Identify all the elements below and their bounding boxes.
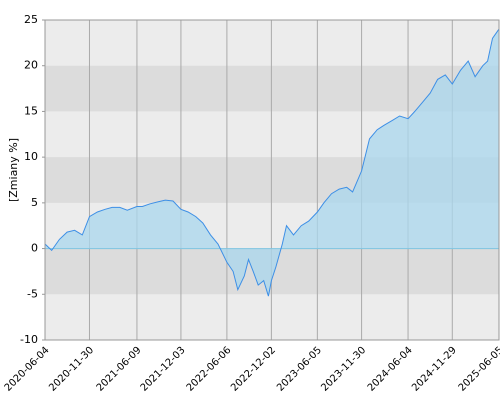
y-tick-label: 15 bbox=[24, 104, 38, 117]
x-tick-label: 2021-12-03 bbox=[139, 345, 188, 394]
x-tick-label: 2022-12-02 bbox=[229, 345, 278, 394]
x-tick-label: 2020-06-04 bbox=[3, 345, 52, 394]
y-tick-label: 0 bbox=[31, 242, 38, 255]
y-tick-label: 25 bbox=[24, 13, 38, 26]
area bbox=[45, 29, 499, 297]
y-tick-label: -10 bbox=[20, 333, 38, 346]
x-tick-label: 2023-11-30 bbox=[319, 345, 368, 394]
plot-frame bbox=[44, 19, 500, 341]
x-tick-label: 2023-06-05 bbox=[275, 345, 324, 394]
x-tick-label: 2020-11-30 bbox=[47, 345, 96, 394]
y-tick-label: 10 bbox=[24, 150, 38, 163]
x-tick-label: 2025-06-05 bbox=[457, 345, 500, 394]
x-tick-label: 2024-11-29 bbox=[410, 345, 459, 394]
line bbox=[44, 28, 500, 297]
y-axis-label: [Zmiany %] bbox=[7, 138, 20, 202]
y-tick-label: -5 bbox=[27, 287, 38, 300]
y-tick-label: 20 bbox=[24, 59, 38, 72]
x-tick-label: 2022-06-06 bbox=[185, 345, 234, 394]
x-tick-label: 2021-06-09 bbox=[95, 345, 144, 394]
x-tick-label: 2024-06-04 bbox=[366, 345, 415, 394]
y-tick-label: 5 bbox=[31, 196, 38, 209]
